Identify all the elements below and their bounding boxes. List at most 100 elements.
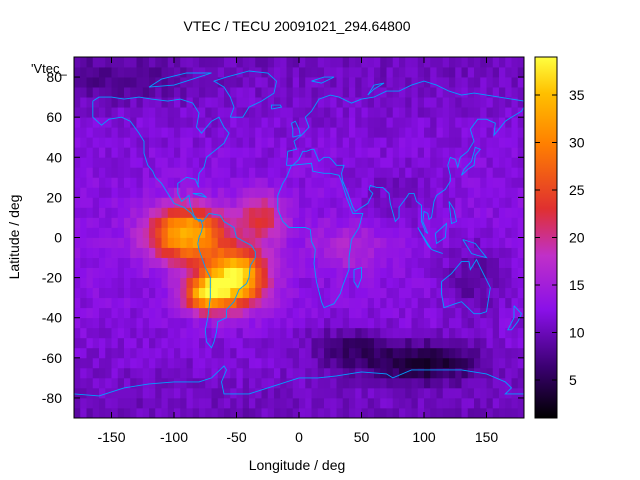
heatmap-cell <box>505 297 512 309</box>
heatmap-cell <box>299 287 306 299</box>
heatmap-cell <box>417 187 425 198</box>
heatmap-cell <box>492 257 500 268</box>
heatmap-cell <box>224 227 231 238</box>
heatmap-cell <box>217 407 225 419</box>
heatmap-cell <box>311 157 319 168</box>
heatmap-cell <box>217 387 225 399</box>
colorbar-tick-label: 25 <box>569 182 585 198</box>
heatmap-cell <box>105 107 112 118</box>
heatmap-cell <box>374 287 381 299</box>
heatmap-cell <box>336 347 344 359</box>
heatmap-cell <box>399 337 406 349</box>
heatmap-cell <box>411 187 419 198</box>
heatmap-cell <box>111 97 119 108</box>
coastline <box>441 258 491 315</box>
heatmap-cell <box>274 237 281 248</box>
heatmap-cell <box>405 287 412 299</box>
heatmap-cell <box>224 237 231 248</box>
heatmap-cell <box>311 137 319 148</box>
heatmap-cell <box>267 317 275 329</box>
heatmap-cell <box>392 57 400 68</box>
heatmap-cell <box>224 377 231 389</box>
heatmap-cell <box>392 247 400 258</box>
heatmap-cell <box>355 87 362 98</box>
heatmap-cell <box>292 297 300 309</box>
heatmap-cell <box>467 167 475 178</box>
heatmap-cell <box>286 327 294 339</box>
heatmap-cell <box>380 347 387 359</box>
heatmap-cell <box>199 57 206 68</box>
heatmap-cell <box>305 97 312 108</box>
heatmap-cell <box>155 87 162 98</box>
heatmap-cell <box>411 97 419 108</box>
heatmap-cell <box>74 117 81 128</box>
heatmap-cell <box>255 377 262 389</box>
heatmap-cell <box>392 87 400 98</box>
heatmap-cell <box>330 117 337 128</box>
heatmap-cell <box>455 247 462 258</box>
heatmap-cell <box>442 367 450 379</box>
heatmap-cell <box>174 97 181 108</box>
heatmap-cell <box>461 67 469 78</box>
heatmap-cell <box>311 337 319 349</box>
heatmap-cell <box>180 117 187 128</box>
heatmap-cell <box>86 237 94 248</box>
heatmap-cell <box>336 137 344 148</box>
heatmap-cell <box>305 157 312 168</box>
heatmap-cell <box>330 287 337 299</box>
heatmap-cell <box>336 237 344 248</box>
heatmap-cell <box>505 77 512 88</box>
heatmap-cell <box>92 387 100 399</box>
heatmap-cell <box>449 147 456 158</box>
heatmap-cell <box>411 387 419 399</box>
heatmap-cell <box>211 397 219 409</box>
heatmap-cell <box>480 337 487 349</box>
heatmap-cell <box>367 97 375 108</box>
heatmap-cell <box>317 107 325 118</box>
heatmap-cell <box>330 377 337 389</box>
heatmap-cell <box>105 247 112 258</box>
heatmap-cell <box>217 397 225 409</box>
heatmap-cell <box>430 277 437 289</box>
heatmap-cell <box>74 327 81 339</box>
heatmap-cell <box>180 397 187 409</box>
heatmap-cell <box>155 107 162 118</box>
heatmap-cell <box>355 197 362 208</box>
heatmap-cell <box>386 407 394 419</box>
heatmap-cell <box>280 247 287 258</box>
heatmap-cell <box>292 177 300 188</box>
heatmap-cell <box>486 157 494 168</box>
heatmap-cell <box>299 137 306 148</box>
heatmap-cell <box>99 377 106 389</box>
heatmap-cell <box>149 277 156 289</box>
heatmap-cell <box>167 147 175 158</box>
heatmap-cell <box>211 87 219 98</box>
heatmap-cell <box>517 347 525 359</box>
heatmap-cell <box>199 117 206 128</box>
heatmap-cell <box>236 87 244 98</box>
heatmap-cell <box>480 207 487 218</box>
heatmap-cell <box>355 117 362 128</box>
heatmap-cell <box>230 97 237 108</box>
heatmap-cell <box>392 207 400 218</box>
heatmap-cell <box>499 87 506 98</box>
heatmap-cell <box>480 357 487 369</box>
heatmap-cell <box>224 187 231 198</box>
heatmap-cell <box>267 237 275 248</box>
heatmap-cell <box>274 197 281 208</box>
heatmap-cell <box>436 237 444 248</box>
heatmap-cell <box>374 157 381 168</box>
heatmap-cell <box>486 407 494 419</box>
heatmap-cell <box>161 77 169 88</box>
heatmap-cell <box>124 117 131 128</box>
heatmap-cell <box>149 367 156 379</box>
heatmap-cell <box>230 337 237 349</box>
heatmap-cell <box>436 407 444 419</box>
heatmap-cell <box>199 167 206 178</box>
heatmap-cell <box>392 67 400 78</box>
heatmap-cell <box>105 227 112 238</box>
heatmap-cell <box>330 77 337 88</box>
heatmap-cell <box>117 317 125 329</box>
heatmap-cell <box>417 97 425 108</box>
heatmap-cell <box>161 367 169 379</box>
